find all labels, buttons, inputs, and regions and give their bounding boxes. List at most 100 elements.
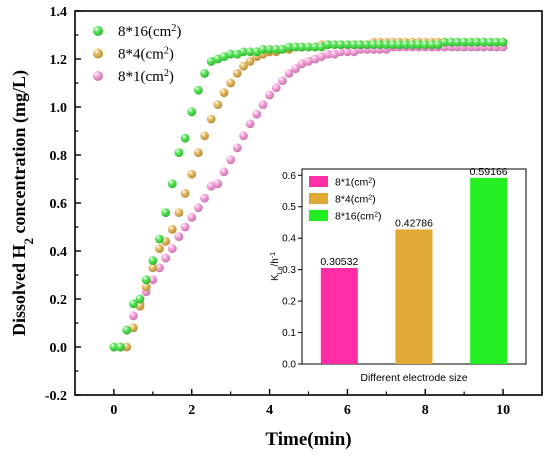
y-tick-label: 0.0	[50, 341, 68, 356]
data-point	[167, 225, 177, 234]
data-point	[187, 213, 197, 222]
data-point	[128, 299, 138, 309]
data-point	[453, 37, 462, 47]
x-tick-label: 2	[188, 403, 195, 418]
y-tick-label: 0.2	[50, 293, 68, 308]
data-point	[343, 40, 352, 49]
data-point	[187, 107, 197, 117]
data-point	[388, 40, 398, 49]
data-point	[265, 90, 274, 100]
legend-label: 8*16(cm2)	[118, 23, 181, 41]
inset-bar-value-label: 0.42786	[395, 217, 433, 229]
inset-bar	[320, 267, 358, 364]
data-point	[226, 155, 236, 165]
data-point	[381, 40, 391, 49]
data-point	[174, 148, 184, 158]
inset-bar-value-label: 0.59166	[470, 166, 508, 178]
data-point	[239, 61, 248, 71]
data-point	[155, 263, 164, 273]
data-point	[362, 40, 372, 49]
data-point	[232, 69, 242, 78]
x-axis-label: Time(min)	[265, 429, 351, 450]
y-tick-label: 1.2	[50, 53, 68, 68]
series-0	[109, 37, 508, 352]
data-point	[180, 189, 190, 198]
data-point	[316, 52, 326, 61]
data-point	[239, 131, 248, 141]
inset-legend-label: 8*1(cm2)	[335, 177, 376, 189]
inset-legend-label: 8*16(cm2)	[335, 211, 382, 223]
inset-y-tick-label: 0.3	[282, 265, 296, 276]
data-point	[180, 222, 190, 232]
data-point	[219, 52, 229, 61]
data-point	[440, 37, 450, 47]
inset-y-tick-label: 0.1	[282, 328, 296, 339]
data-point	[330, 40, 339, 49]
data-point	[155, 244, 164, 254]
data-point	[375, 40, 385, 49]
data-point	[258, 100, 268, 109]
data-point	[420, 40, 430, 49]
data-point	[128, 323, 138, 333]
data-point	[401, 40, 411, 49]
data-point	[135, 301, 145, 311]
data-point	[141, 282, 151, 292]
data-point	[336, 47, 346, 57]
data-point	[122, 325, 132, 335]
data-point	[258, 45, 268, 54]
legend-label: 8*1(cm2)	[118, 68, 174, 86]
data-point	[187, 169, 197, 179]
inset-bar-chart: 0.0 0.1 0.2 0.3 0.4 0.5 0.6 0.30532 0.42786 0.591…	[270, 166, 527, 384]
data-point	[193, 148, 203, 158]
data-point	[180, 133, 190, 143]
data-point	[433, 40, 443, 49]
inset-bar	[470, 177, 508, 364]
data-point	[252, 109, 262, 119]
data-point	[200, 69, 209, 78]
data-point	[245, 57, 255, 66]
data-point	[219, 88, 229, 97]
data-point	[206, 57, 216, 66]
data-point	[310, 42, 320, 52]
data-point	[116, 342, 125, 352]
data-point	[498, 37, 508, 47]
inset-y-axis-label: KLa/h-1	[270, 252, 284, 281]
data-point	[297, 42, 307, 52]
data-point	[446, 37, 456, 47]
inset-y-tick-label: 0.5	[282, 202, 296, 213]
inset-y-tick-label: 0.4	[282, 234, 296, 245]
data-point	[245, 47, 255, 57]
data-point	[485, 37, 495, 47]
data-point	[206, 114, 216, 124]
data-point	[323, 40, 333, 49]
legend-marker	[93, 71, 103, 81]
data-point	[291, 64, 301, 73]
data-point	[355, 40, 365, 49]
data-point	[369, 40, 378, 49]
data-point	[122, 342, 132, 352]
data-point	[394, 40, 404, 49]
data-point	[213, 100, 223, 109]
data-point	[278, 76, 287, 85]
data-point	[316, 42, 326, 52]
data-point	[304, 57, 313, 66]
data-point	[148, 263, 158, 273]
x-tick-label: 10	[496, 403, 510, 418]
data-point	[459, 37, 469, 47]
data-point	[167, 179, 177, 189]
data-point	[479, 37, 489, 47]
data-point	[492, 37, 501, 47]
data-point	[472, 37, 482, 47]
inset-legend-label: 8*4(cm2)	[335, 194, 376, 206]
legend-label: 8*4(cm2)	[118, 45, 174, 63]
x-tick-label: 6	[344, 403, 351, 418]
data-point	[232, 143, 242, 153]
data-point	[265, 45, 274, 54]
data-point	[239, 47, 248, 57]
data-point	[226, 78, 236, 88]
data-point	[200, 193, 209, 203]
data-point	[213, 179, 223, 189]
data-point	[200, 131, 209, 141]
data-point	[161, 208, 171, 218]
x-tick-label: 0	[110, 403, 117, 418]
